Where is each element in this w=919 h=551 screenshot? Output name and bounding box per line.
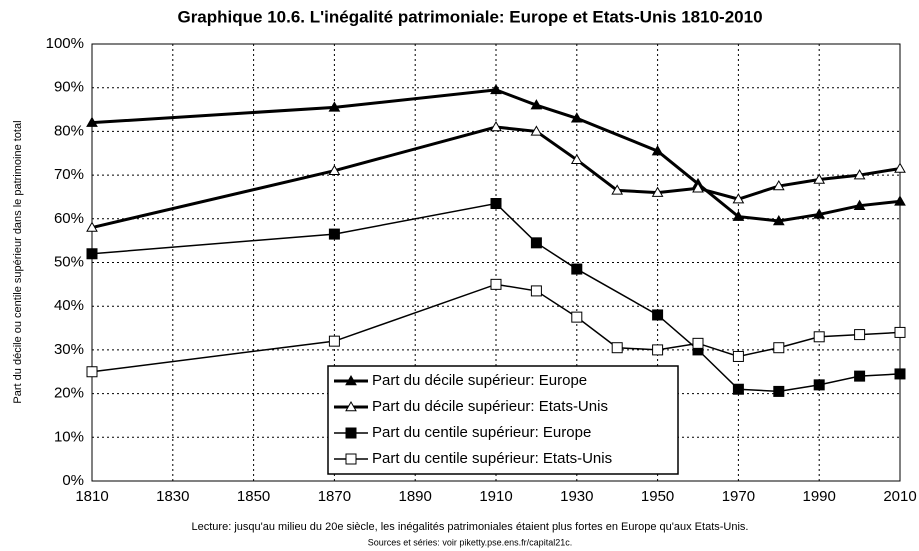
marker	[530, 125, 543, 136]
x-tick-label: 1930	[560, 488, 593, 505]
y-tick-label: 100%	[46, 35, 84, 52]
y-tick-label: 90%	[54, 79, 84, 96]
marker	[773, 342, 785, 354]
marker	[853, 199, 866, 210]
marker	[86, 221, 98, 232]
marker	[490, 83, 502, 95]
x-tick-label: 1990	[803, 488, 836, 505]
x-tick-label: 1870	[318, 488, 351, 505]
marker	[652, 309, 664, 321]
x-tick-label: 1830	[156, 488, 189, 505]
series-line	[91, 202, 901, 393]
marker	[611, 342, 623, 354]
marker	[530, 237, 542, 249]
y-tick-label: 60%	[54, 210, 84, 227]
y-tick-label: 30%	[54, 341, 84, 358]
marker	[86, 116, 98, 127]
marker	[894, 368, 906, 380]
y-tick-label: 50%	[54, 253, 84, 270]
y-tick-label: 20%	[54, 385, 84, 402]
marker	[853, 169, 866, 180]
x-tick-label: 1910	[479, 488, 512, 505]
marker	[813, 331, 825, 343]
marker	[894, 195, 906, 206]
marker	[813, 173, 826, 184]
marker	[328, 101, 341, 112]
marker	[570, 112, 583, 123]
marker	[530, 99, 543, 110]
series-line	[91, 283, 901, 373]
marker	[894, 326, 906, 338]
marker	[854, 329, 866, 341]
marker	[732, 210, 745, 221]
legend-label: Part du décile supérieur: Europe	[372, 372, 587, 389]
x-tick-label: 1890	[399, 488, 432, 505]
legend-label: Part du centile supérieur: Europe	[372, 424, 591, 441]
marker	[86, 248, 98, 260]
note: Lecture: jusqu'au milieu du 20e siècle, …	[192, 521, 749, 533]
note: Sources et séries: voir piketty.pse.ens.…	[368, 537, 572, 547]
legend-label: Part du centile supérieur: Etats-Unis	[372, 450, 612, 467]
series-line	[91, 88, 901, 223]
marker	[692, 182, 704, 193]
x-tick-label: 2010	[883, 488, 916, 505]
x-tick-label: 1850	[237, 488, 270, 505]
marker	[570, 153, 583, 165]
marker	[732, 350, 744, 362]
x-tick-label: 1970	[722, 488, 755, 505]
legend-box	[327, 365, 679, 475]
marker	[813, 379, 825, 391]
chart-title: Graphique 10.6. L'inégalité patrimoniale…	[177, 7, 762, 26]
marker	[773, 385, 785, 397]
plot-frame	[91, 43, 901, 482]
legend-marker	[345, 427, 357, 439]
marker	[490, 278, 502, 290]
marker	[328, 164, 341, 175]
x-tick-label: 1950	[641, 488, 674, 505]
marker	[772, 180, 785, 191]
legend-marker	[345, 400, 357, 412]
y-tick-label: 80%	[54, 122, 84, 139]
marker	[651, 145, 664, 156]
marker	[732, 193, 745, 204]
marker	[732, 383, 744, 395]
legend-marker	[345, 453, 357, 465]
marker	[328, 228, 340, 240]
y-tick-label: 70%	[54, 166, 84, 183]
marker	[652, 344, 664, 356]
marker	[571, 263, 583, 275]
marker	[328, 335, 340, 347]
y-tick-label: 40%	[54, 297, 84, 314]
marker	[854, 370, 866, 382]
series-line	[91, 125, 901, 230]
marker	[772, 214, 785, 226]
y-axis-label: Part du décile ou centile supérieur dans…	[12, 120, 24, 403]
marker	[530, 285, 542, 297]
marker	[571, 311, 583, 323]
marker	[490, 121, 502, 132]
marker	[692, 337, 704, 349]
marker	[490, 198, 502, 210]
legend-label: Part du décile supérieur: Etats-Unis	[372, 398, 608, 415]
x-tick-label: 1810	[75, 488, 108, 505]
y-tick-label: 10%	[54, 428, 84, 445]
marker	[611, 184, 624, 195]
legend-marker	[345, 374, 357, 386]
marker	[86, 366, 98, 378]
marker	[651, 186, 664, 197]
marker	[894, 162, 906, 173]
y-tick-label: 0%	[62, 472, 84, 489]
marker	[813, 208, 826, 219]
